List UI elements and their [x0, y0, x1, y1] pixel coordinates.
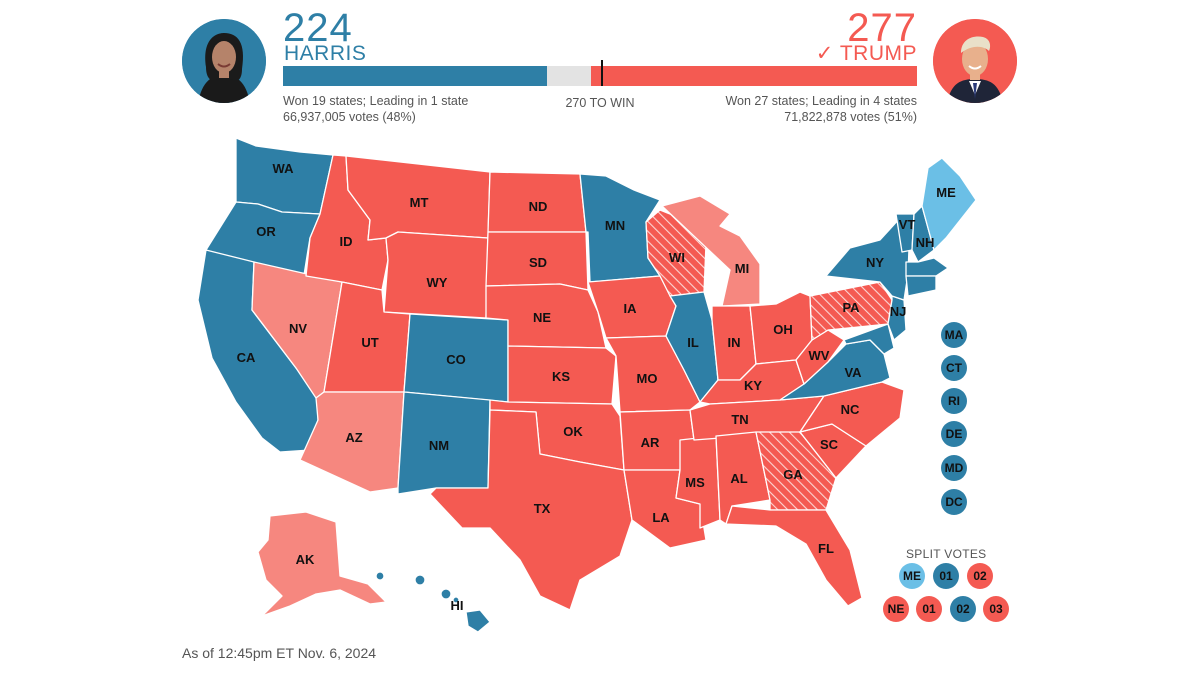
label-WA: WA — [273, 161, 295, 176]
label-ND: ND — [529, 199, 548, 214]
harris-avatar — [182, 19, 266, 103]
label-SD: SD — [529, 255, 547, 270]
label-KY: KY — [744, 378, 762, 393]
label-VA: VA — [844, 365, 862, 380]
state-NH[interactable] — [911, 205, 935, 263]
label-IL: IL — [687, 335, 699, 350]
small-state-MA[interactable]: MA — [941, 322, 967, 348]
trump-avatar — [933, 19, 1017, 103]
state-MI[interactable] — [661, 195, 761, 307]
state-HI-island-4 — [452, 596, 460, 604]
state-MA-shape[interactable] — [905, 257, 949, 277]
label-LA: LA — [652, 510, 670, 525]
state-TX[interactable] — [429, 409, 633, 611]
split-maine-district-1[interactable]: 01 — [933, 563, 959, 589]
label-UT: UT — [361, 335, 378, 350]
label-OR: OR — [256, 224, 276, 239]
label-NC: NC — [841, 402, 860, 417]
label-MN: MN — [605, 218, 625, 233]
label-FL: FL — [818, 541, 834, 556]
electoral-progress-bar — [283, 60, 917, 86]
label-NH: NH — [916, 235, 935, 250]
label-AR: AR — [641, 435, 660, 450]
split-votes-title: SPLIT VOTES — [906, 547, 987, 561]
label-TN: TN — [731, 412, 748, 427]
label-IA: IA — [624, 301, 638, 316]
trump-popular-votes: 71,822,878 votes (51%) — [784, 110, 917, 124]
winner-check-icon: ✓ — [815, 42, 834, 65]
state-CT-RI-shape[interactable] — [905, 275, 937, 297]
label-NY: NY — [866, 255, 884, 270]
label-AL: AL — [730, 471, 747, 486]
label-CO: CO — [446, 352, 466, 367]
split-nebraska-district-2[interactable]: 02 — [950, 596, 976, 622]
harris-electoral-count: 224 — [283, 6, 353, 50]
trump-progress-fill — [590, 66, 917, 86]
split-nebraska-district-3[interactable]: 03 — [983, 596, 1009, 622]
label-AK: AK — [296, 552, 315, 567]
label-TX: TX — [534, 501, 551, 516]
label-ID: ID — [340, 234, 353, 249]
trump-name: TRUMP — [839, 42, 917, 65]
small-state-DE[interactable]: DE — [941, 421, 967, 447]
split-maine-statewide[interactable]: ME — [899, 563, 925, 589]
small-state-DC[interactable]: DC — [941, 489, 967, 515]
label-GA: GA — [783, 467, 803, 482]
split-nebraska-district-1[interactable]: 01 — [916, 596, 942, 622]
split-maine-district-2[interactable]: 02 — [967, 563, 993, 589]
label-VT: VT — [899, 217, 916, 232]
label-CA: CA — [237, 350, 256, 365]
trump-name-row: ✓ TRUMP — [816, 43, 917, 65]
label-NE: NE — [533, 310, 551, 325]
state-HI[interactable] — [465, 609, 491, 633]
harris-name: HARRIS — [284, 42, 367, 65]
label-WV: WV — [809, 348, 830, 363]
label-MS: MS — [685, 475, 705, 490]
label-WY: WY — [427, 275, 448, 290]
label-MO: MO — [637, 371, 658, 386]
state-HI-island-1 — [375, 571, 385, 581]
state-ME[interactable] — [921, 157, 977, 251]
as-of-timestamp: As of 12:45pm ET Nov. 6, 2024 — [182, 645, 377, 661]
label-NM: NM — [429, 438, 449, 453]
label-OH: OH — [773, 322, 793, 337]
label-WI: WI — [669, 250, 685, 265]
label-MI: MI — [735, 261, 749, 276]
threshold-label: 270 TO WIN — [565, 96, 635, 110]
label-OK: OK — [563, 424, 583, 439]
harris-progress-fill — [283, 66, 547, 86]
state-WA[interactable] — [235, 137, 334, 215]
harris-popular-votes: 66,937,005 votes (48%) — [283, 110, 416, 124]
state-KS[interactable] — [507, 345, 617, 405]
label-NV: NV — [289, 321, 307, 336]
state-HI-island-2 — [414, 574, 426, 586]
label-IN: IN — [728, 335, 741, 350]
small-state-MD[interactable]: MD — [941, 455, 967, 481]
state-AK[interactable] — [257, 511, 387, 617]
label-ME: ME — [936, 185, 956, 200]
small-state-RI[interactable]: RI — [941, 388, 967, 414]
threshold-marker — [601, 60, 603, 86]
label-MT: MT — [410, 195, 429, 210]
harris-states-status: Won 19 states; Leading in 1 state — [283, 94, 469, 108]
small-state-CT[interactable]: CT — [941, 355, 967, 381]
state-FL[interactable] — [725, 505, 863, 607]
label-PA: PA — [842, 300, 860, 315]
label-NJ: NJ — [890, 304, 907, 319]
label-KS: KS — [552, 369, 570, 384]
split-nebraska-statewide[interactable]: NE — [883, 596, 909, 622]
label-SC: SC — [820, 437, 839, 452]
label-AZ: AZ — [345, 430, 362, 445]
trump-states-status: Won 27 states; Leading in 4 states — [725, 94, 917, 108]
state-HI-island-3 — [440, 588, 452, 600]
label-HI: HI — [451, 598, 464, 613]
trump-electoral-count: 277 — [847, 6, 917, 50]
